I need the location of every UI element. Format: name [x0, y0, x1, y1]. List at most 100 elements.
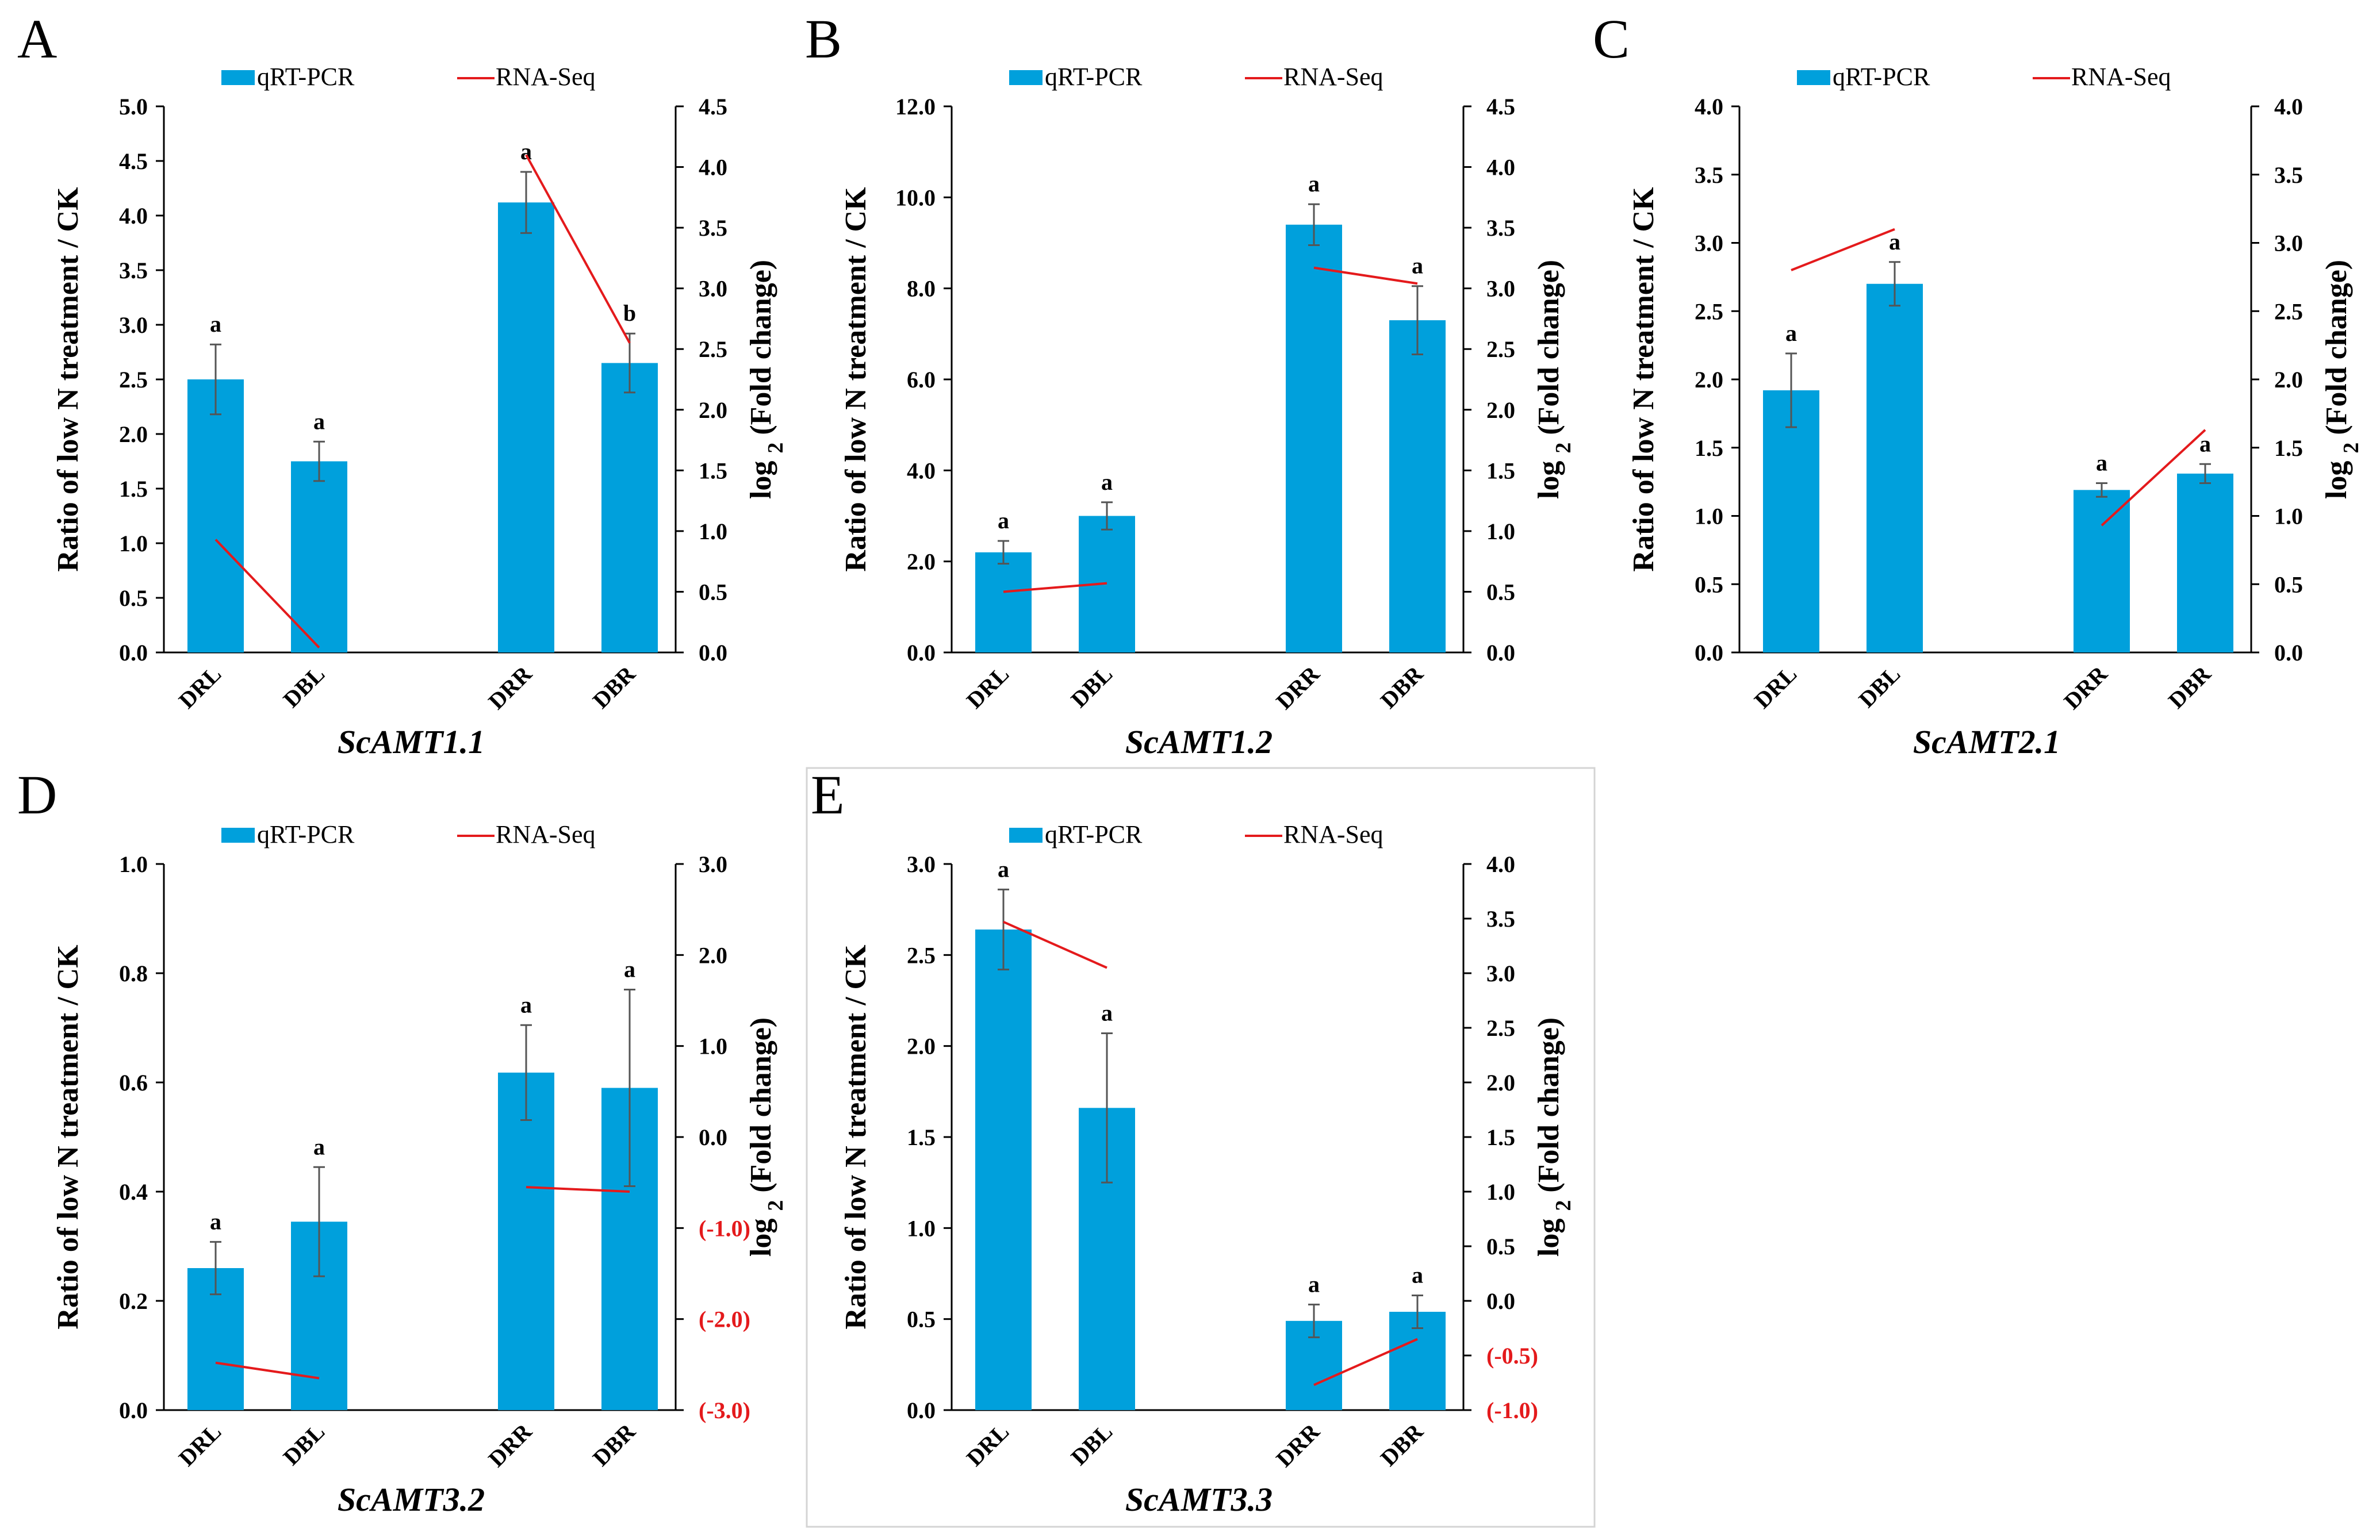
- rna-seq-line: [1003, 920, 1107, 969]
- y-axis-title: Ratio of low N treatment / CK: [52, 187, 85, 572]
- panel-letter: C: [1593, 8, 1630, 70]
- x-tick-label: DRR: [483, 660, 537, 715]
- legend-label-qrt-pcr: qRT-PCR: [1045, 63, 1143, 91]
- legend-label-qrt-pcr: qRT-PCR: [1045, 820, 1143, 848]
- significance-label: a: [1101, 469, 1113, 495]
- y-tick-label: 0.8: [119, 961, 148, 986]
- y-tick-label: 2.0: [119, 421, 148, 447]
- y2-tick-label: 0.0: [699, 640, 727, 666]
- y2-tick-label: 3.0: [699, 851, 727, 877]
- x-tick-label: DBL: [1066, 1419, 1117, 1470]
- y-axis-title: Ratio of low N treatment / CK: [1627, 187, 1660, 572]
- y-tick-label: 0.0: [119, 1397, 148, 1423]
- y2-tick-label: (-3.0): [699, 1397, 750, 1423]
- x-tick-label: DBR: [588, 660, 641, 713]
- y2-tick-label: 0.0: [2274, 640, 2303, 666]
- rna-seq-line: [1791, 228, 1895, 271]
- y2-tick-label: 0.0: [1486, 640, 1515, 666]
- y2-tick-label: 1.5: [699, 458, 727, 483]
- y-tick-label: 1.0: [1695, 504, 1723, 529]
- y-axis-title: Ratio of low N treatment / CK: [840, 944, 872, 1330]
- rna-seq-line: [1313, 1338, 1418, 1387]
- y2-tick-label: 2.5: [2274, 298, 2303, 324]
- y2-tick-label: 3.5: [1486, 906, 1515, 932]
- rna-seq-line: [215, 1361, 320, 1380]
- y-tick-label: 3.5: [119, 258, 148, 283]
- y-tick-label: 0.0: [119, 640, 148, 666]
- rna-seq-line: [214, 539, 320, 648]
- x-tick-label: DBR: [588, 1418, 641, 1471]
- x-tick-label: DBR: [1375, 1418, 1428, 1471]
- significance-label: a: [1101, 1000, 1113, 1026]
- significance-label: a: [1412, 253, 1423, 279]
- y2-tick-label: 2.0: [1486, 1070, 1515, 1096]
- legend-label-qrt-pcr: qRT-PCR: [257, 820, 355, 848]
- bar-dbr: [601, 363, 658, 652]
- panel-letter: B: [805, 8, 842, 70]
- y2-axis-title: log 2 (Fold change): [1532, 1017, 1576, 1257]
- x-tick-label: DRR: [1271, 660, 1325, 715]
- y2-tick-label: 1.5: [2274, 435, 2303, 461]
- y2-tick-label: 2.0: [1486, 397, 1515, 423]
- panel-letter: A: [17, 8, 57, 70]
- legend-swatch-qrt-pcr: [1009, 828, 1043, 843]
- chart-title: ScAMT3.2: [338, 1481, 485, 1518]
- y-tick-label: 1.5: [119, 476, 148, 502]
- y-tick-label: 0.2: [119, 1288, 148, 1314]
- legend-label-qrt-pcr: qRT-PCR: [257, 63, 355, 91]
- legend-label-rna-seq: RNA-Seq: [1283, 63, 1383, 91]
- y-tick-label: 3.0: [119, 312, 148, 338]
- significance-label: a: [2199, 431, 2211, 456]
- legend-label-rna-seq: RNA-Seq: [496, 63, 596, 91]
- y-tick-label: 1.0: [119, 531, 148, 556]
- bar-drr: [2074, 490, 2130, 652]
- rna-seq-line: [1313, 266, 1418, 285]
- y-tick-label: 1.0: [907, 1215, 936, 1241]
- y-tick-label: 2.5: [907, 942, 936, 968]
- bar-dbr: [1389, 320, 1446, 652]
- y2-tick-label: (-1.0): [1486, 1397, 1538, 1423]
- y2-tick-label: 2.5: [699, 336, 727, 362]
- y2-tick-label: 3.5: [699, 215, 727, 241]
- panel-e-frame: [806, 767, 1596, 1528]
- significance-label: a: [1889, 229, 1900, 255]
- y2-tick-label: 3.0: [2274, 231, 2303, 256]
- y2-tick-label: 2.5: [1486, 336, 1515, 362]
- y-tick-label: 6.0: [907, 367, 936, 393]
- y-tick-label: 4.0: [1695, 94, 1723, 120]
- legend-label-rna-seq: RNA-Seq: [2071, 63, 2171, 91]
- y2-tick-label: 0.5: [2274, 571, 2303, 597]
- y-tick-label: 4.5: [119, 148, 148, 174]
- y-tick-label: 4.0: [907, 458, 936, 483]
- y-tick-label: 3.5: [1695, 162, 1723, 188]
- y2-tick-label: 3.0: [1486, 276, 1515, 302]
- significance-label: a: [210, 1208, 221, 1234]
- x-tick-label: DBR: [1375, 660, 1428, 713]
- significance-label: a: [313, 1134, 325, 1159]
- y-tick-label: 8.0: [907, 276, 936, 302]
- panel-letter: D: [17, 764, 57, 825]
- legend-label-rna-seq: RNA-Seq: [496, 820, 596, 848]
- legend-swatch-qrt-pcr: [1797, 70, 1830, 85]
- bar-drr: [498, 202, 554, 652]
- y2-tick-label: 4.5: [1486, 94, 1515, 120]
- bar-drl: [975, 930, 1032, 1410]
- y2-tick-label: 0.5: [1486, 1234, 1515, 1259]
- significance-label: a: [2096, 450, 2107, 476]
- y-tick-label: 2.0: [1695, 367, 1723, 393]
- legend-swatch-qrt-pcr: [221, 70, 255, 85]
- y2-tick-label: 4.0: [699, 155, 727, 181]
- y-tick-label: 2.5: [119, 367, 148, 393]
- y-tick-label: 1.5: [907, 1124, 936, 1150]
- y-axis-title: Ratio of low N treatment / CK: [52, 944, 85, 1330]
- y-tick-label: 1.0: [119, 851, 148, 877]
- legend-swatch-qrt-pcr: [221, 828, 255, 843]
- y2-tick-label: 2.0: [699, 942, 727, 968]
- y2-tick-label: 0.5: [699, 579, 727, 605]
- y2-tick-label: (-0.5): [1486, 1343, 1538, 1369]
- y2-axis-title: log 2 (Fold change): [745, 1017, 788, 1257]
- panel-letter: E: [811, 764, 845, 825]
